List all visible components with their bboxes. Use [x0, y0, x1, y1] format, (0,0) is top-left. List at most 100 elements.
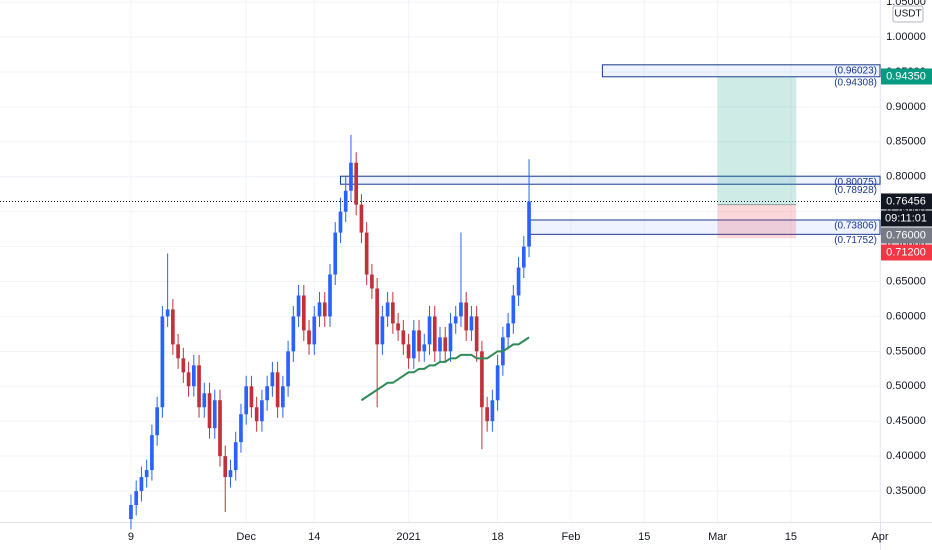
candle-body [391, 302, 395, 324]
y-tick-label: 0.85000 [886, 136, 926, 148]
candle-body [186, 372, 191, 387]
x-tick-label: 15 [785, 531, 797, 543]
candle-body [464, 302, 469, 331]
candle-body [396, 323, 400, 331]
candle-body [422, 344, 427, 352]
candle-body [223, 456, 228, 478]
y-tick-label: 0.35000 [886, 485, 926, 497]
candle-body [370, 274, 374, 289]
candle-body [134, 491, 139, 506]
candle-body [459, 302, 463, 317]
candle-body [411, 330, 416, 359]
candle-body [495, 365, 500, 401]
price-tag-label: 0.94350 [886, 70, 926, 82]
zone-label: (0.73806) [834, 221, 877, 232]
candle-body [160, 316, 165, 408]
candle-body [191, 365, 196, 387]
quote-box [892, 5, 924, 23]
candle-body [448, 323, 453, 352]
candle-body [427, 316, 432, 345]
price-tag [881, 227, 932, 244]
candle-body [474, 316, 479, 352]
moving-average [360, 336, 530, 402]
candle-body [296, 295, 301, 317]
y-tick-label: 0.50000 [886, 380, 926, 392]
y-tick-label: 0.55000 [886, 345, 926, 357]
candle-body [165, 309, 170, 317]
price-tag-label: 0.71200 [886, 246, 926, 258]
candle-body [364, 232, 369, 275]
candle-body [343, 190, 348, 212]
candle-body [291, 316, 296, 352]
price-tag [881, 68, 932, 85]
candle-body [485, 407, 489, 422]
candle-body [281, 386, 285, 408]
x-tick-label: Apr [871, 531, 888, 543]
x-tick-label: 18 [491, 531, 503, 543]
y-tick-label: 1.05000 [886, 0, 926, 8]
price-tag [881, 244, 932, 261]
quote-label: USDT [894, 9, 921, 20]
candle-body [417, 330, 421, 352]
candle-body [511, 295, 516, 324]
candle-body [171, 309, 175, 345]
candle-body [380, 316, 385, 345]
candle-body [406, 344, 411, 359]
candle-body [521, 246, 526, 268]
candle-body [233, 442, 238, 471]
zone-label: (0.78928) [834, 185, 877, 196]
candle-body [144, 470, 149, 478]
price-tag-label: 0.76456 [886, 195, 926, 207]
candle-body [349, 162, 353, 191]
zone-label: (0.94308) [834, 77, 877, 88]
y-tick-label: 1.00000 [886, 31, 926, 43]
candle-body [307, 330, 311, 345]
position-profit [717, 76, 797, 205]
candle-body [354, 162, 359, 205]
candle-body [202, 393, 207, 408]
zone-label: (0.80075) [834, 177, 877, 188]
x-tick-label: 14 [308, 531, 320, 543]
price-tag [881, 193, 932, 210]
candle-body [239, 414, 243, 443]
candle-body [432, 316, 437, 352]
candle-body [443, 337, 448, 352]
candle-body [197, 365, 201, 408]
candle-body [375, 288, 379, 345]
y-tick-label: 0.90000 [886, 101, 926, 113]
x-tick-label: Dec [236, 531, 256, 543]
candle-body [260, 400, 264, 422]
candle-body [527, 201, 531, 247]
zone [528, 219, 881, 235]
candle-body [401, 330, 406, 345]
candle-body [249, 386, 254, 408]
candle-body [312, 316, 317, 345]
y-tick-label: 0.60000 [886, 310, 926, 322]
y-tick-label: 0.45000 [886, 415, 926, 427]
candle-body [176, 344, 180, 359]
candle-body [181, 358, 186, 373]
candle-body [469, 316, 474, 331]
price-tag-label: 0.76000 [886, 229, 926, 241]
position-loss [717, 204, 797, 239]
zone-label: (0.96023) [834, 65, 877, 76]
plot-area: (0.96023)(0.94308) (0.80075)(0.78928) (0.7… [0, 64, 881, 530]
candle-body [490, 400, 495, 422]
x-tick-label: 9 [128, 531, 134, 543]
x-tick-label: Mar [708, 531, 727, 543]
candle-body [322, 302, 327, 317]
candle-body [301, 295, 306, 331]
candle-body [228, 470, 233, 478]
candle-body [212, 400, 217, 429]
candle-body [207, 393, 212, 429]
candle-body [438, 337, 442, 352]
candle-body [328, 274, 332, 317]
candle-body [218, 400, 222, 457]
price-tag [881, 210, 932, 227]
y-tick-label: 0.40000 [886, 450, 926, 462]
candle-body [516, 267, 521, 296]
price-tag-label: 09:11:01 [885, 212, 927, 224]
